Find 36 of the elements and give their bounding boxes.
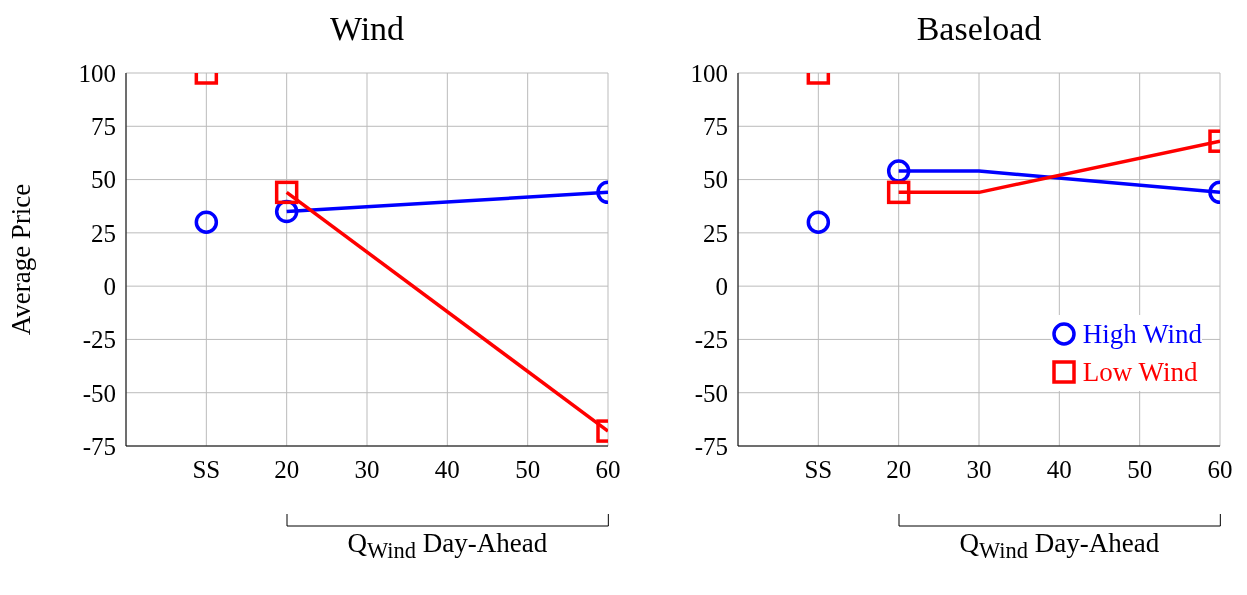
y-tick-label: 0 [103, 273, 116, 301]
y-tick-label: 25 [703, 219, 728, 247]
y-tick-label: 50 [91, 166, 116, 194]
y-tick-label: -25 [694, 326, 728, 354]
x-tick-label: 20 [886, 455, 912, 483]
x-tick-label: SS [192, 455, 221, 483]
x-axis-title: Q$_{Wind}$ Day-Ahead [958, 528, 1161, 565]
y-axis-title: Average Price [5, 183, 36, 336]
x-tick-label: 30 [354, 455, 380, 483]
x-tick-label: 60 [1207, 455, 1233, 483]
y-tick-label: -75 [694, 432, 728, 460]
y-tick-label: 100 [690, 59, 728, 87]
legend-label: Low Wind [1081, 356, 1199, 389]
y-tick-label: -50 [82, 379, 116, 407]
y-tick-label: 0 [715, 273, 728, 301]
x-axis-title: Q$_{Wind}$ Day-Ahead [346, 528, 549, 565]
x-tick-label: 40 [434, 455, 460, 483]
y-tick-label: 75 [91, 113, 116, 141]
x-tick-label: SS [804, 455, 833, 483]
chart-title: Baseload [915, 10, 1043, 48]
y-tick-label: -50 [694, 379, 728, 407]
chart-title: Wind [328, 10, 406, 48]
y-tick-label: 100 [78, 59, 116, 87]
x-tick-label: 30 [966, 455, 992, 483]
y-tick-label: -75 [82, 432, 116, 460]
y-tick-label: -25 [82, 326, 116, 354]
y-tick-label: 25 [91, 219, 116, 247]
legend-label: High Wind [1081, 318, 1202, 351]
x-tick-label: 40 [1046, 455, 1072, 483]
x-tick-label: 50 [515, 455, 541, 483]
x-tick-label: 60 [595, 455, 621, 483]
y-tick-label: 75 [703, 113, 728, 141]
x-tick-label: 50 [1127, 455, 1153, 483]
y-tick-label: 50 [703, 166, 728, 194]
point [194, 210, 219, 234]
x-tick-label: 20 [274, 455, 300, 483]
